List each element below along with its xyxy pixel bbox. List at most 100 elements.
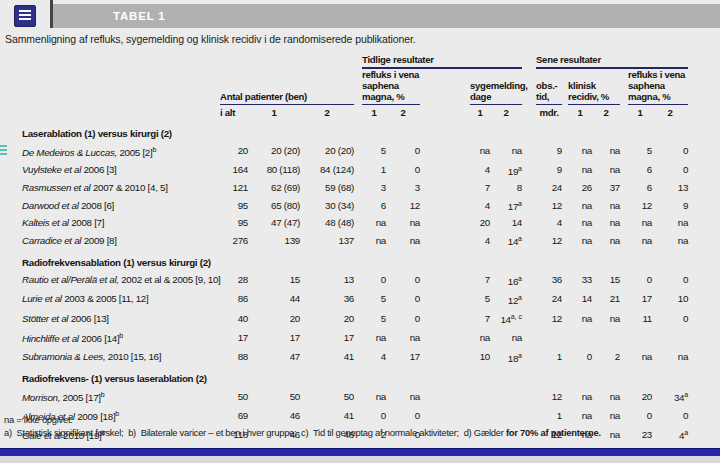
value-cell: 59 (68) xyxy=(300,180,354,196)
section-header-row: Radiofrekvensablation (1) versus kirurgi… xyxy=(8,250,688,270)
value-cell: 13 xyxy=(652,180,688,196)
value-cell: 14 xyxy=(490,215,522,231)
value-cell: 62 (69) xyxy=(248,180,300,196)
table-row: Rautio et al/Perälä et al, 2002 et al & … xyxy=(8,270,688,289)
value-cell: 47 xyxy=(248,347,300,366)
spacer-cell xyxy=(620,328,628,347)
value-cell: na xyxy=(470,141,490,160)
colnum-2: 2 xyxy=(386,105,420,122)
value-cell: 8 xyxy=(490,180,522,196)
spacer-cell xyxy=(354,180,362,196)
group-header-row: Tidlige resultater Sene resultater xyxy=(8,54,688,68)
value-cell: 0 xyxy=(652,309,688,328)
value-cell: 6 xyxy=(628,160,652,179)
subheader-gap xyxy=(354,68,362,105)
colnum-1: 1 xyxy=(362,105,386,122)
footnote-marker: a xyxy=(518,275,522,282)
table-icon-lines xyxy=(19,10,31,22)
spacer-cell xyxy=(420,347,470,366)
value-cell: na xyxy=(652,215,688,231)
footnote-marker: b xyxy=(152,146,156,153)
value-cell: 4 xyxy=(362,347,386,366)
study-author: Morrison, xyxy=(22,392,63,403)
value-cell: 14a, c xyxy=(490,309,522,328)
value-cell: 4 xyxy=(470,231,490,250)
value-cell: 0 xyxy=(386,141,420,160)
value-cell: 20 xyxy=(248,309,300,328)
value-cell: 88 xyxy=(220,347,248,366)
study-name: Darwood et al 2008 [6] xyxy=(8,196,220,215)
value-cell: 50 xyxy=(300,386,354,405)
value-cell: 12 xyxy=(536,386,562,405)
value-cell: 0 xyxy=(386,270,420,289)
value-cell: 20 (20) xyxy=(248,141,300,160)
study-author: Rautio et al/Perälä et al, xyxy=(22,274,121,285)
spacer-cell xyxy=(354,309,362,328)
value-cell: 34a xyxy=(652,386,688,405)
colnum-1: 1 xyxy=(248,105,300,122)
value-cell: na xyxy=(592,231,620,250)
spacer-cell xyxy=(620,215,628,231)
spacer-cell xyxy=(354,160,362,179)
colnum-empty xyxy=(8,105,220,122)
value-cell: 14a xyxy=(490,231,522,250)
value-cell: 3 xyxy=(386,180,420,196)
value-cell: na xyxy=(652,231,688,250)
subheader-reflux-late: refluks i vena saphena magna, % xyxy=(628,68,688,105)
value-cell: 17a xyxy=(490,196,522,215)
value-cell xyxy=(652,328,688,347)
value-cell: na xyxy=(628,215,652,231)
value-cell: 19a xyxy=(490,160,522,179)
value-cell: 20 (20) xyxy=(300,141,354,160)
study-author: Carradice et al xyxy=(22,235,84,246)
na-note: na = ikke opgivet. xyxy=(4,414,73,425)
spacer-cell xyxy=(522,231,536,250)
spacer-cell xyxy=(620,160,628,179)
section-header-row: Laserablation (1) versus kirurgi (2) xyxy=(8,121,688,141)
value-cell: 20 xyxy=(300,309,354,328)
colnum-1: 1 xyxy=(568,105,592,122)
footnote-marker: b xyxy=(101,391,105,398)
spacer-cell xyxy=(620,289,628,308)
colnum-gap xyxy=(354,105,362,122)
value-cell: 5 xyxy=(470,289,490,308)
colnum-2: 2 xyxy=(592,105,620,122)
section-title: Laserablation (1) versus kirurgi (2) xyxy=(8,121,688,141)
value-cell: na xyxy=(568,231,592,250)
table-row: De Medeiros & Luccas, 2005 [2]b2020 (20)… xyxy=(8,141,688,160)
value-cell: na xyxy=(628,347,652,366)
footnote-bold: for 70% af patienterne. xyxy=(506,427,601,438)
value-cell: 0 xyxy=(386,309,420,328)
value-cell xyxy=(628,328,652,347)
value-cell: 40 xyxy=(220,309,248,328)
table-row: Darwood et al 2008 [6]9565 (80)30 (34)61… xyxy=(8,196,688,215)
value-cell: na xyxy=(362,231,386,250)
value-cell: 21 xyxy=(592,289,620,308)
value-cell: 5 xyxy=(362,289,386,308)
colnum-2: 2 xyxy=(490,105,522,122)
value-cell: na xyxy=(592,141,620,160)
study-name: Vuylsteke et al 2006 [3] xyxy=(8,160,220,179)
colnum-gap xyxy=(420,105,470,122)
spacer-cell xyxy=(522,215,536,231)
value-cell: na xyxy=(592,309,620,328)
value-cell: na xyxy=(470,328,490,347)
footnote-marker: a xyxy=(518,294,522,301)
footnote-marker: a xyxy=(518,165,522,172)
spacer-cell xyxy=(522,141,536,160)
spacer-cell xyxy=(420,309,470,328)
value-cell: 17 xyxy=(220,328,248,347)
table-caption: Sammenligning af refluks, sygemelding og… xyxy=(5,33,416,45)
study-name: Hinchliffe et al 2006 [14]b xyxy=(8,328,220,347)
subheader-patients: Antal patienter (ben) xyxy=(220,68,354,105)
value-cell xyxy=(536,328,562,347)
value-cell: na xyxy=(568,160,592,179)
footnote-marker: a xyxy=(684,391,688,398)
value-cell: 28 xyxy=(220,270,248,289)
spacer-cell xyxy=(420,231,470,250)
spacer-cell xyxy=(420,160,470,179)
value-cell: 95 xyxy=(220,215,248,231)
value-cell: 50 xyxy=(248,386,300,405)
value-cell: 5 xyxy=(362,141,386,160)
value-cell: 164 xyxy=(220,160,248,179)
